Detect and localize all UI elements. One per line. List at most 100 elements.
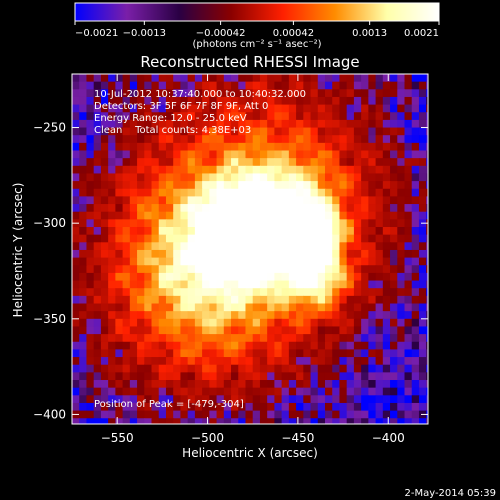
- heatmap-cell: [231, 96, 239, 106]
- heatmap-cell: [72, 127, 80, 136]
- heatmap-cell: [418, 326, 427, 335]
- heatmap-cell: [259, 402, 268, 412]
- heatmap-cell: [375, 280, 384, 289]
- heatmap-cell: [353, 395, 362, 404]
- heatmap-cell: [144, 410, 153, 419]
- heatmap-cell: [281, 326, 290, 335]
- heatmap-cell: [137, 395, 145, 404]
- heatmap-cell: [274, 295, 283, 305]
- heatmap-cell: [202, 387, 210, 396]
- heatmap-cell: [100, 288, 109, 297]
- heatmap-cell: [180, 181, 189, 190]
- heatmap-cell: [108, 326, 116, 335]
- heatmap-cell: [209, 104, 218, 113]
- heatmap-cell: [288, 410, 297, 419]
- heatmap-cell: [332, 204, 341, 213]
- heatmap-cell: [86, 303, 95, 312]
- heatmap-cell: [231, 257, 239, 266]
- heatmap-cell: [151, 142, 160, 152]
- heatmap-cell: [303, 303, 312, 312]
- heatmap-cell: [346, 303, 355, 312]
- heatmap-cell: [144, 227, 153, 236]
- heatmap-cell: [180, 196, 189, 205]
- heatmap-cell: [404, 303, 413, 312]
- heatmap-cell: [404, 249, 413, 259]
- heatmap-cell: [332, 211, 341, 220]
- heatmap-cell: [259, 188, 268, 198]
- heatmap-cell: [100, 265, 109, 274]
- heatmap-cell: [100, 81, 109, 90]
- heatmap-cell: [86, 81, 95, 90]
- heatmap-cell: [122, 104, 131, 113]
- heatmap-cell: [202, 158, 210, 167]
- heatmap-cell: [231, 242, 239, 251]
- heatmap-cell: [180, 395, 189, 404]
- heatmap-cell: [158, 288, 167, 297]
- heatmap-cell: [375, 249, 384, 259]
- heatmap-cell: [93, 288, 102, 297]
- heatmap-cell: [426, 119, 428, 129]
- heatmap-cell: [144, 165, 153, 175]
- heatmap-cell: [346, 395, 355, 404]
- heatmap-cell: [375, 89, 384, 98]
- heatmap-cell: [223, 326, 232, 335]
- heatmap-cell: [100, 142, 109, 152]
- heatmap-cell: [223, 303, 232, 312]
- heatmap-cell: [151, 402, 160, 412]
- heatmap-cell: [223, 387, 232, 396]
- heatmap-cell: [245, 249, 254, 259]
- heatmap-cell: [288, 127, 297, 136]
- heatmap-cell: [165, 326, 174, 335]
- heatmap-cell: [332, 219, 341, 228]
- heatmap-cell: [382, 372, 391, 381]
- heatmap-cell: [281, 410, 290, 419]
- heatmap-cell: [303, 89, 312, 98]
- heatmap-cell: [368, 257, 377, 266]
- heatmap-cell: [296, 249, 304, 259]
- heatmap-cell: [339, 295, 348, 305]
- heatmap-cell: [259, 227, 268, 236]
- heatmap-cell: [310, 96, 319, 106]
- heatmap-cell: [259, 196, 268, 205]
- heatmap-cell: [79, 380, 88, 389]
- heatmap-cell: [404, 81, 413, 90]
- heatmap-cell: [144, 334, 153, 343]
- heatmap-cell: [281, 280, 290, 289]
- heatmap-cell: [353, 135, 362, 144]
- heatmap-cell: [303, 402, 312, 412]
- heatmap-cell: [209, 311, 218, 320]
- heatmap-cell: [404, 372, 413, 381]
- heatmap-cell: [317, 349, 326, 358]
- heatmap-cell: [361, 349, 369, 358]
- heatmap-cell: [274, 280, 283, 289]
- heatmap-cell: [310, 158, 319, 167]
- heatmap-cell: [426, 96, 428, 106]
- heatmap-cell: [165, 234, 174, 243]
- heatmap-cell: [332, 158, 341, 167]
- heatmap-cell: [115, 364, 124, 373]
- heatmap-cell: [158, 249, 167, 259]
- heatmap-cell: [252, 242, 261, 251]
- heatmap-cell: [411, 96, 420, 106]
- heatmap-cell: [108, 303, 116, 312]
- heatmap-cell: [382, 227, 391, 236]
- heatmap-cell: [317, 142, 326, 152]
- heatmap-cell: [368, 135, 377, 144]
- heatmap-cell: [361, 150, 369, 159]
- heatmap-cell: [93, 387, 102, 396]
- heatmap-cell: [382, 303, 391, 312]
- heatmap-cell: [158, 119, 167, 129]
- heatmap-cell: [281, 127, 290, 136]
- heatmap-cell: [252, 142, 261, 152]
- heatmap-cell: [137, 311, 145, 320]
- heatmap-cell: [426, 311, 428, 320]
- heatmap-cell: [223, 318, 232, 328]
- heatmap-cell: [368, 81, 377, 90]
- heatmap-cell: [310, 334, 319, 343]
- heatmap-cell: [390, 150, 398, 159]
- heatmap-cell: [137, 188, 145, 198]
- heatmap-cell: [202, 188, 210, 198]
- heatmap-cell: [303, 119, 312, 129]
- heatmap-cell: [368, 280, 377, 289]
- heatmap-cell: [368, 211, 377, 220]
